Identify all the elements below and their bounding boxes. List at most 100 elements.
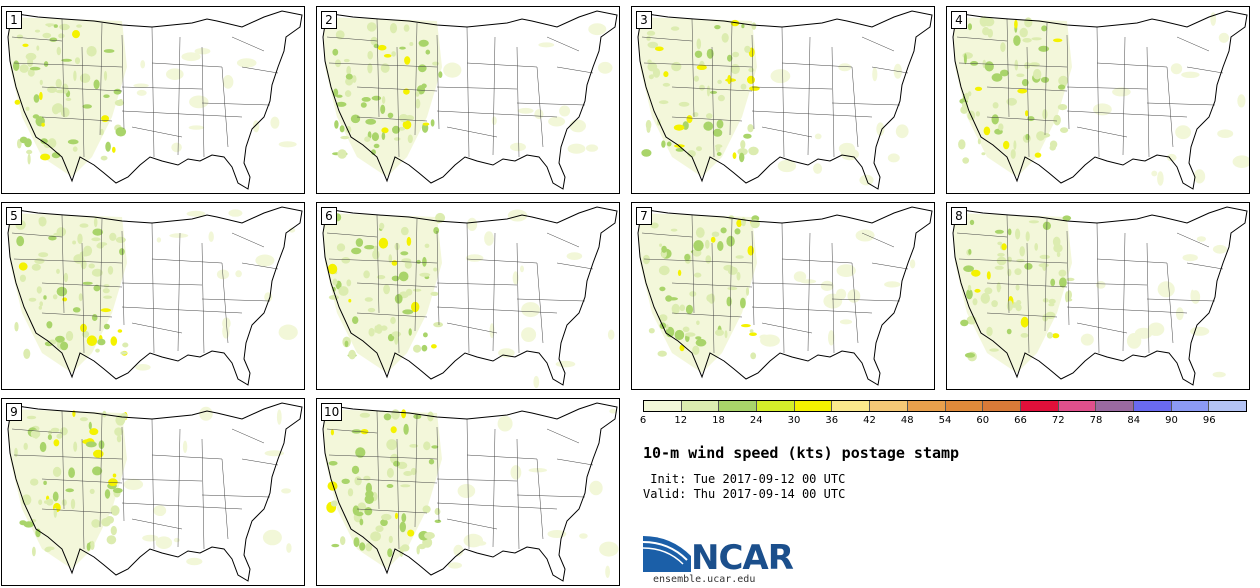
wind-speed-blob (727, 54, 733, 62)
wind-speed-blob (740, 140, 746, 149)
wind-speed-blob (65, 488, 74, 493)
wind-speed-blob (510, 142, 526, 152)
wind-speed-blob (332, 48, 339, 56)
wind-speed-blob (969, 219, 975, 226)
wind-speed-blob (1093, 103, 1112, 116)
wind-speed-blob (1217, 129, 1234, 138)
wind-speed-blob (997, 252, 1005, 257)
wind-speed-blob (1020, 333, 1029, 338)
wind-speed-blob (671, 61, 682, 72)
wind-speed-blob (410, 467, 417, 476)
wind-speed-blob (34, 258, 45, 264)
wind-speed-blob (391, 51, 396, 57)
coastline (952, 206, 1248, 386)
wind-speed-blob (1066, 277, 1075, 282)
wind-speed-blob (42, 32, 52, 39)
wind-speed-blob (348, 349, 356, 360)
colorbar-swatch (1096, 401, 1134, 411)
wind-speed-blob (1019, 246, 1025, 257)
colorbar-swatch (945, 401, 984, 411)
wind-speed-blob (49, 37, 58, 42)
wind-speed-blob (457, 484, 476, 498)
member-number-label: 5 (6, 207, 22, 225)
wind-speed-blob (38, 252, 49, 258)
wind-speed-blob (1046, 332, 1053, 339)
state-boundary (751, 282, 833, 286)
wind-speed-blob (1218, 32, 1230, 43)
wind-speed-blob (364, 245, 375, 250)
wind-speed-blob (467, 217, 478, 231)
wind-speed-blob (589, 480, 603, 496)
wind-speed-blob (101, 517, 111, 527)
member-panel-6: 6 (316, 202, 620, 390)
member-panel-3: 3 (631, 6, 935, 194)
wind-speed-blob (739, 152, 745, 163)
wind-speed-blob (93, 79, 100, 90)
state-boundary (956, 36, 1008, 42)
wind-speed-blob (330, 429, 334, 436)
colorbar-tick-label: 54 (938, 415, 952, 426)
state-boundary (711, 242, 715, 354)
state-boundary (729, 218, 733, 332)
wind-speed-blob (403, 88, 410, 95)
state-boundary (1176, 36, 1210, 52)
wind-speed-blob (521, 302, 540, 318)
wind-speed-blob (687, 150, 696, 158)
wind-speed-blob (668, 297, 678, 301)
wind-speed-blob (51, 152, 61, 159)
wind-speed-blob (46, 321, 53, 329)
state-boundary (121, 86, 203, 90)
state-boundary (671, 312, 743, 318)
wind-speed-blob (432, 61, 440, 66)
wind-speed-blob (983, 17, 995, 27)
state-boundary (326, 428, 378, 434)
wind-speed-blob (352, 75, 357, 83)
wind-speed-blob (181, 52, 201, 62)
wind-speed-blob (968, 248, 972, 255)
colorbar-swatch (907, 401, 946, 411)
wind-speed-blob (399, 46, 406, 50)
conus-map (637, 206, 933, 386)
wind-speed-blob (328, 461, 338, 466)
wind-speed-blob (974, 288, 981, 293)
wind-speed-blob (373, 143, 380, 149)
wind-speed-blob (371, 95, 382, 101)
wind-speed-blob (186, 210, 206, 217)
state-boundary (1066, 282, 1148, 286)
wind-speed-blob (61, 58, 72, 62)
wind-speed-blob (975, 111, 980, 117)
wind-speed-blob (28, 297, 37, 302)
wind-speed-blob (403, 471, 413, 476)
wind-speed-blob (1151, 170, 1158, 177)
wind-speed-blob (1022, 38, 1032, 43)
state-boundary (671, 116, 743, 122)
wind-speed-blob (716, 119, 724, 129)
state-boundary (326, 36, 378, 42)
wind-speed-blob (1157, 171, 1164, 186)
state-boundary (151, 26, 155, 158)
wind-speed-blob (1017, 88, 1028, 94)
wind-speed-blob (1053, 243, 1063, 253)
state-boundary (1122, 232, 1126, 352)
state-boundary (436, 426, 440, 522)
wind-speed-blob (670, 26, 680, 31)
wind-speed-blob (332, 278, 338, 286)
state-boundary (328, 258, 438, 264)
state-boundary (1006, 18, 1010, 118)
wind-speed-blob (695, 338, 707, 347)
wind-speed-colorbar (643, 400, 1247, 412)
wind-speed-blob (330, 500, 338, 507)
state-boundary (536, 66, 544, 148)
wind-speed-blob (32, 114, 40, 119)
wind-speed-blob (158, 511, 165, 516)
state-boundary (986, 116, 1058, 122)
colorbar-swatch (1133, 401, 1172, 411)
state-boundary (781, 62, 853, 68)
wind-speed-blob (679, 344, 685, 352)
wind-speed-blob (55, 335, 65, 343)
colorbar-tick-label: 60 (976, 415, 990, 426)
state-boundary (546, 428, 580, 444)
wind-speed-blob (61, 83, 69, 94)
wind-speed-blob (735, 255, 744, 259)
wind-speed-blob (747, 245, 755, 256)
